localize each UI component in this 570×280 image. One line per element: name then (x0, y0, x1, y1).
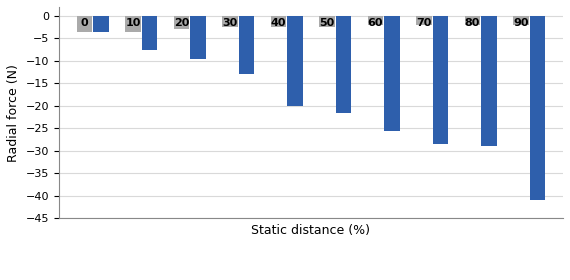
Bar (319, 16, 335, 27)
Bar (465, 16, 480, 25)
Text: 70: 70 (416, 18, 431, 28)
Bar (125, 16, 141, 32)
Bar (530, 16, 545, 200)
Bar (76, 16, 92, 32)
X-axis label: Static distance (%): Static distance (%) (251, 224, 370, 237)
Text: 60: 60 (368, 18, 383, 28)
Bar (174, 16, 189, 29)
Bar (190, 16, 206, 59)
Bar (384, 16, 400, 131)
Y-axis label: Radial force (N): Radial force (N) (7, 64, 20, 162)
Bar (513, 16, 528, 25)
Bar (416, 16, 431, 25)
Text: 10: 10 (125, 18, 141, 28)
Bar (368, 16, 383, 25)
Bar (222, 16, 238, 27)
Text: 80: 80 (465, 18, 480, 28)
Bar (433, 16, 448, 144)
Text: 0: 0 (80, 18, 88, 28)
Text: 40: 40 (271, 18, 286, 28)
Bar (271, 16, 286, 27)
Text: 30: 30 (222, 18, 238, 28)
Bar (287, 16, 303, 106)
Bar (142, 16, 157, 50)
Bar (336, 16, 351, 113)
Text: 50: 50 (319, 18, 335, 28)
Text: 20: 20 (174, 18, 189, 28)
Bar (93, 16, 109, 32)
Text: 90: 90 (513, 18, 528, 28)
Bar (239, 16, 254, 74)
Bar (481, 16, 496, 146)
